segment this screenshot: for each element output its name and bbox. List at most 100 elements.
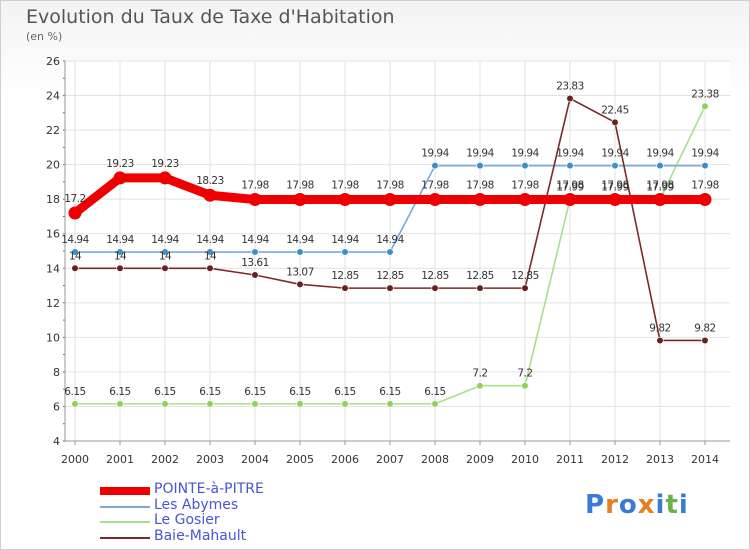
y-tick-label: 6 bbox=[53, 400, 60, 413]
x-tick-label: 2012 bbox=[601, 453, 629, 466]
data-label: 12.85 bbox=[421, 270, 449, 282]
data-label: 17.98 bbox=[646, 180, 674, 192]
data-label: 9.82 bbox=[649, 322, 670, 334]
data-label: 7.2 bbox=[472, 368, 487, 380]
data-point bbox=[161, 248, 169, 256]
data-label: 14 bbox=[69, 250, 82, 262]
logo-letter: r bbox=[605, 490, 619, 520]
data-label: 19.23 bbox=[106, 158, 134, 170]
data-point bbox=[161, 264, 169, 272]
x-tick-label: 2005 bbox=[286, 453, 314, 466]
data-point bbox=[611, 162, 619, 170]
legend-label: Les Abymes bbox=[154, 496, 239, 513]
y-tick-label: 26 bbox=[46, 55, 60, 68]
data-label: 6.15 bbox=[334, 386, 355, 398]
proxiti-logo: Proxiti bbox=[585, 490, 689, 520]
data-point bbox=[476, 382, 484, 390]
data-point bbox=[431, 162, 439, 170]
data-label: 14 bbox=[114, 250, 127, 262]
data-label: 17.98 bbox=[241, 180, 269, 192]
data-label: 14.94 bbox=[61, 234, 89, 246]
data-point bbox=[206, 264, 214, 272]
legend-label: POINTE-à-PITRE bbox=[154, 481, 264, 497]
data-label: 13.07 bbox=[286, 266, 314, 278]
x-tick-label: 2000 bbox=[61, 453, 89, 466]
legend-label: Le Gosier bbox=[154, 512, 220, 528]
y-tick-label: 4 bbox=[53, 435, 60, 448]
data-point bbox=[476, 284, 484, 292]
data-point bbox=[698, 193, 712, 207]
data-label: 9.82 bbox=[694, 322, 715, 334]
logo-letter: t bbox=[665, 490, 679, 520]
legend-swatch bbox=[100, 487, 150, 495]
logo-letter: x bbox=[637, 490, 656, 520]
data-point bbox=[251, 400, 259, 408]
x-tick-label: 2010 bbox=[511, 453, 539, 466]
data-label: 17.98 bbox=[556, 180, 584, 192]
x-tick-label: 2003 bbox=[196, 453, 224, 466]
data-label: 17.98 bbox=[511, 180, 539, 192]
data-label: 23.38 bbox=[691, 88, 719, 100]
x-tick-label: 2001 bbox=[106, 453, 134, 466]
data-point bbox=[653, 193, 667, 207]
data-point bbox=[116, 400, 124, 408]
data-label: 23.83 bbox=[556, 80, 584, 92]
data-point bbox=[521, 162, 529, 170]
legend-swatch bbox=[100, 505, 150, 508]
data-point bbox=[158, 171, 172, 185]
y-tick-label: 24 bbox=[46, 90, 60, 103]
data-point bbox=[701, 336, 709, 345]
data-label: 19.94 bbox=[601, 148, 629, 160]
data-point bbox=[113, 171, 127, 185]
logo-letter: P bbox=[585, 490, 606, 520]
data-point bbox=[251, 248, 259, 256]
data-point bbox=[203, 188, 217, 202]
data-label: 12.85 bbox=[466, 270, 494, 282]
data-label: 13.61 bbox=[241, 257, 269, 269]
x-tick-label: 2013 bbox=[646, 453, 674, 466]
data-point bbox=[563, 193, 577, 207]
data-point bbox=[386, 248, 394, 256]
data-label: 17.98 bbox=[601, 180, 629, 192]
data-label: 12.85 bbox=[376, 270, 404, 282]
y-tick-label: 16 bbox=[46, 228, 60, 241]
data-label: 17.98 bbox=[421, 180, 449, 192]
data-label: 12.85 bbox=[331, 270, 359, 282]
data-label: 19.94 bbox=[421, 148, 449, 160]
data-point bbox=[71, 264, 79, 272]
data-point bbox=[206, 248, 214, 256]
data-label: 14 bbox=[159, 250, 172, 262]
data-label: 22.45 bbox=[601, 104, 629, 116]
data-label: 6.15 bbox=[379, 386, 400, 398]
data-label: 6.15 bbox=[64, 386, 85, 398]
data-label: 14.94 bbox=[106, 234, 134, 246]
x-tick-label: 2014 bbox=[691, 453, 719, 466]
data-label: 17.98 bbox=[691, 180, 719, 192]
x-tick-label: 2006 bbox=[331, 453, 359, 466]
y-tick-label: 12 bbox=[46, 297, 60, 310]
series-les-abymes bbox=[71, 162, 709, 256]
data-point bbox=[251, 271, 259, 279]
data-label: 19.94 bbox=[691, 148, 719, 160]
data-label: 7.2 bbox=[517, 368, 532, 380]
y-tick-label: 22 bbox=[46, 124, 60, 137]
logo-letter: i bbox=[655, 490, 666, 520]
data-point bbox=[428, 193, 442, 207]
data-label: 19.94 bbox=[556, 148, 584, 160]
data-point bbox=[611, 118, 619, 126]
data-point bbox=[296, 280, 304, 288]
data-point bbox=[341, 284, 349, 292]
data-label: 6.15 bbox=[289, 386, 310, 398]
plot-area bbox=[65, 61, 730, 441]
data-point bbox=[521, 284, 529, 292]
data-label: 17.99 bbox=[556, 181, 584, 193]
y-tick-label: 10 bbox=[46, 331, 60, 344]
data-point bbox=[248, 193, 262, 207]
data-point bbox=[473, 193, 487, 207]
data-point bbox=[338, 193, 352, 207]
data-label: 19.94 bbox=[511, 148, 539, 160]
y-tick-label: 14 bbox=[46, 262, 60, 275]
data-point bbox=[521, 382, 529, 390]
data-point bbox=[161, 400, 169, 408]
data-label: 19.94 bbox=[466, 148, 494, 160]
